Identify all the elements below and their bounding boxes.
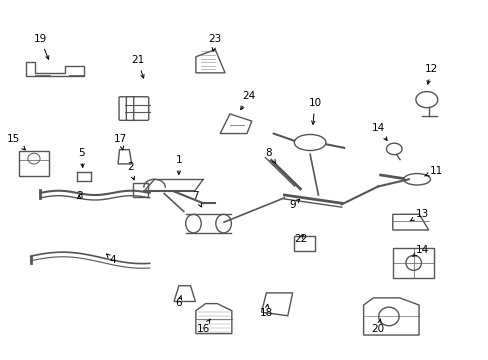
Text: 5: 5 — [78, 148, 85, 167]
FancyBboxPatch shape — [126, 97, 141, 120]
FancyBboxPatch shape — [133, 97, 148, 120]
Text: 14: 14 — [412, 245, 427, 257]
Text: 24: 24 — [240, 91, 255, 109]
Text: 23: 23 — [208, 34, 222, 51]
Text: 16: 16 — [196, 319, 210, 334]
Text: 9: 9 — [289, 199, 299, 210]
Text: 15: 15 — [7, 134, 25, 150]
Text: 13: 13 — [409, 209, 427, 221]
Text: 22: 22 — [293, 234, 306, 244]
Text: 20: 20 — [371, 319, 384, 334]
Text: 11: 11 — [424, 166, 442, 176]
Text: 1: 1 — [175, 156, 182, 174]
Text: 14: 14 — [371, 123, 386, 140]
Text: 12: 12 — [424, 64, 437, 84]
Text: 7: 7 — [192, 191, 201, 207]
Text: 10: 10 — [308, 98, 321, 124]
Text: 17: 17 — [114, 134, 127, 150]
Text: 18: 18 — [259, 304, 272, 318]
FancyBboxPatch shape — [119, 97, 134, 120]
Text: 3: 3 — [76, 191, 82, 201]
Text: 4: 4 — [106, 254, 116, 265]
Text: 2: 2 — [127, 162, 134, 180]
Text: 19: 19 — [34, 34, 49, 59]
Text: 21: 21 — [131, 55, 144, 78]
Text: 6: 6 — [175, 296, 182, 308]
Text: 8: 8 — [265, 148, 275, 163]
